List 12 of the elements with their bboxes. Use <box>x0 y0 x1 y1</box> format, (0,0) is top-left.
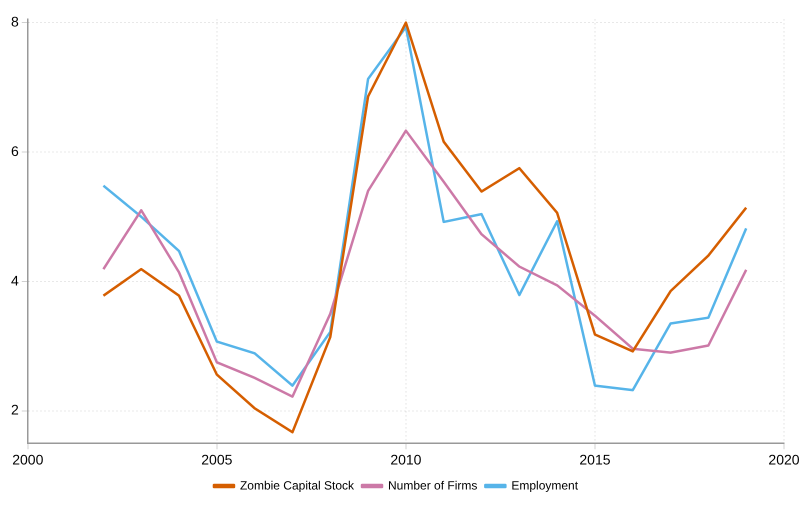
x-tick-label: 2000 <box>12 451 44 468</box>
legend-label: Employment <box>511 478 579 492</box>
y-tick-label: 6 <box>10 142 19 159</box>
legend-label: Zombie Capital Stock <box>240 478 356 492</box>
x-tick-label: 2005 <box>201 451 233 468</box>
legend-label: Number of Firms <box>388 478 478 492</box>
y-tick-label: 2 <box>10 402 19 418</box>
y-tick-label: 4 <box>10 272 19 288</box>
x-tick-label: 2020 <box>768 451 800 468</box>
x-tick-label: 2015 <box>579 451 611 468</box>
y-tick-label: 8 <box>10 13 19 30</box>
x-tick-label: 2010 <box>390 451 422 468</box>
